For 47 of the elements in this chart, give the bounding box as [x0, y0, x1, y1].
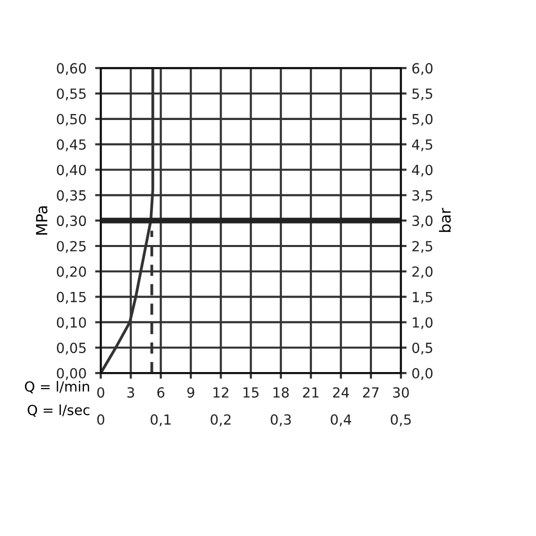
- y-tick-label: 0,50: [56, 114, 86, 126]
- x2-tick-label: 0,2: [210, 414, 230, 426]
- x-tick-label: 18: [274, 387, 289, 398]
- x-tick-label: 15: [244, 387, 258, 398]
- x-tick-label: 6: [157, 387, 164, 398]
- y2-tick-label: 3,5: [412, 190, 432, 202]
- y2-tick-label: 5,5: [412, 88, 432, 100]
- x2-tick-label: 0,4: [330, 414, 352, 426]
- x-tick-label: 24: [333, 387, 349, 398]
- x-tick-label: 0: [97, 387, 104, 398]
- y2-axis-title: bar: [438, 208, 451, 232]
- y-tick-label: 0,55: [56, 88, 86, 100]
- y2-tick-label: 2,5: [412, 240, 432, 253]
- y2-tick-label: 6,0: [412, 63, 433, 75]
- y2-tick-label: 0,0: [412, 368, 433, 380]
- y2-tick-label: 4,5: [412, 139, 432, 152]
- x2-tick-label: 0,1: [150, 414, 171, 426]
- y-tick-label: 0,25: [56, 240, 86, 253]
- y2-tick-label: 0,5: [412, 342, 432, 355]
- y2-tick-label: 3,0: [412, 216, 433, 228]
- y-tick-label: 0,10: [56, 317, 86, 330]
- x2-tick-label: 0,5: [390, 414, 411, 426]
- y-tick-label: 0,20: [56, 266, 86, 278]
- x2-axis-title: Q = l/sec: [28, 404, 90, 417]
- y-tick-label: 0,60: [56, 63, 86, 75]
- y2-tick-label: 1,0: [412, 317, 433, 330]
- y-axis-title: MPa: [36, 206, 48, 235]
- y2-tick-label: 2,0: [412, 266, 433, 278]
- y2-tick-label: 1,5: [412, 292, 432, 304]
- x-tick-label: 27: [363, 387, 379, 398]
- y-tick-label: 0,35: [56, 190, 86, 202]
- x-tick-label: 9: [187, 387, 194, 398]
- y-tick-label: 0,15: [56, 292, 86, 304]
- y-tick-label: 0,05: [56, 342, 86, 355]
- x2-tick-label: 0,3: [270, 414, 291, 426]
- y-tick-label: 0,30: [56, 216, 86, 228]
- y-tick-label: 0,45: [56, 139, 86, 152]
- y2-tick-label: 4,0: [412, 164, 433, 177]
- x-tick-label: 12: [214, 387, 228, 398]
- x-tick-label: 21: [303, 387, 318, 398]
- x-axis-title: Q = l/min: [24, 380, 90, 394]
- y-tick-label: 0,40: [56, 164, 86, 177]
- x2-tick-label: 0: [97, 414, 104, 425]
- y2-tick-label: 5,0: [412, 114, 433, 126]
- y-tick-label: 0,00: [56, 368, 86, 380]
- x-tick-label: 3: [127, 387, 134, 398]
- x-tick-label: 30: [393, 387, 409, 398]
